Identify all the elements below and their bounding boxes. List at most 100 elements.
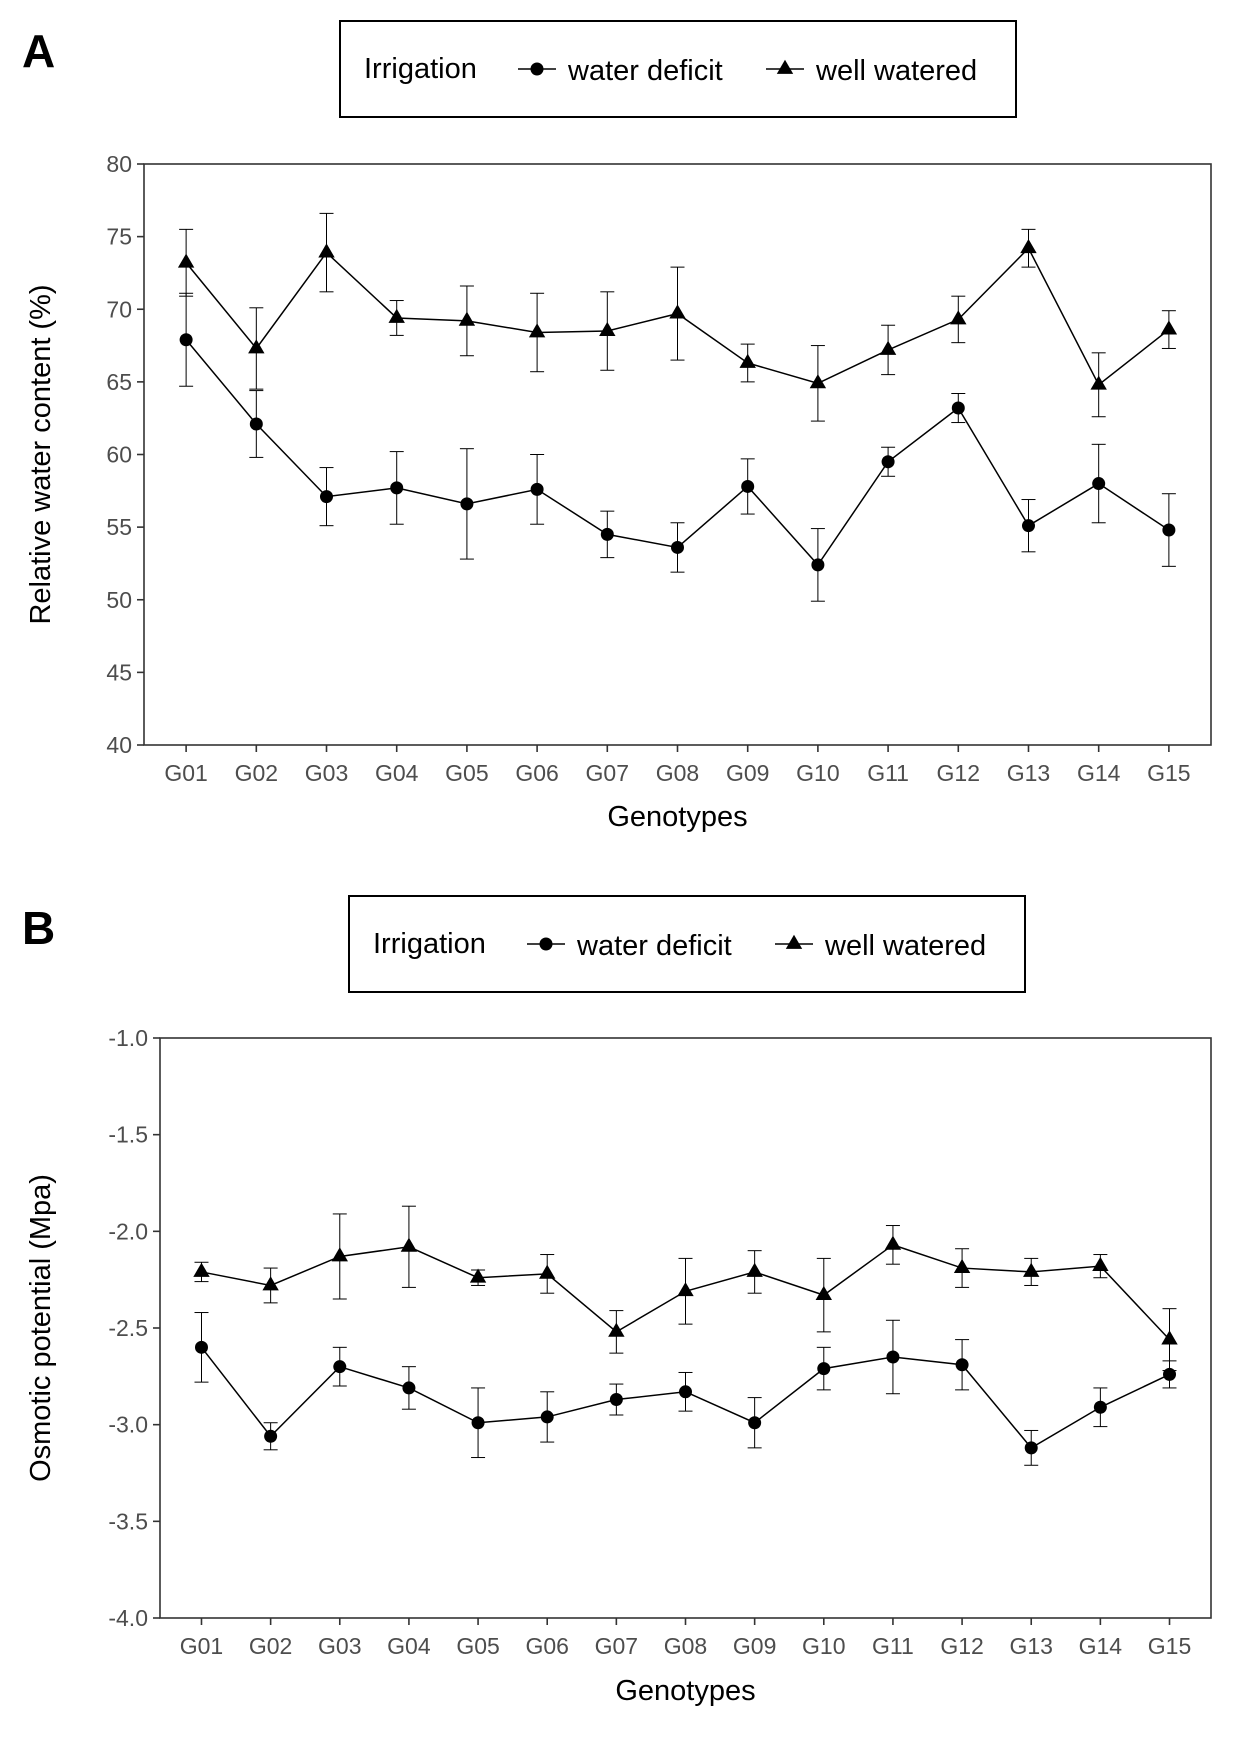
data-point [884,1235,902,1250]
x-tick-label: G05 [456,1633,499,1659]
legend-key-circle [530,62,544,76]
data-point [390,481,404,495]
panel-a: A Irrigation water deficit well watered 40 45… [22,20,1212,833]
data-point [881,455,895,469]
y-tick-label: 40 [106,732,132,758]
data-point [1090,375,1107,390]
legend-title: Irrigation [364,53,477,85]
x-axis-title: Genotypes [607,801,747,833]
x-tick-label: G11 [872,1633,914,1659]
y-tick-label: -2.0 [108,1218,148,1244]
data-point [249,417,263,431]
x-tick-label: G11 [867,760,909,786]
data-point [741,479,755,493]
data-point [748,1416,762,1430]
x-tick-label: G02 [249,1633,292,1659]
data-point [460,497,474,511]
x-tick-label: G05 [445,760,488,786]
data-point [739,353,756,368]
x-tick-label: G12 [937,760,980,786]
data-point [1161,1330,1178,1345]
data-point [388,308,405,323]
data-point [669,304,686,319]
data-point [609,1393,623,1407]
data-point [402,1381,416,1395]
x-tick-label: G01 [164,760,207,786]
data-point [886,1350,900,1364]
y-axis-title: Relative water content (%) [25,284,57,624]
x-tick-label: G15 [1148,1633,1191,1659]
y-tick-label: -3.0 [108,1412,148,1438]
x-tick-label: G12 [940,1633,983,1659]
data-point [264,1429,278,1443]
x-tick-label: G06 [515,760,558,786]
data-point [469,1268,487,1283]
data-point [1163,1367,1177,1381]
y-tick-label: 80 [106,151,132,177]
x-tick-label: G01 [180,1633,223,1659]
y-tick-label: 55 [106,514,132,540]
data-point [811,558,825,572]
data-point [528,323,546,338]
y-tick-label: 65 [106,369,132,395]
data-point [817,1362,831,1376]
data-point [1160,320,1178,335]
y-tick-label: -1.0 [108,1025,148,1051]
data-point [248,339,265,354]
legend-key-triangle [785,934,803,949]
legend-label-water-deficit: water deficit [576,930,732,962]
x-tick-label: G02 [235,760,278,786]
series-water-deficit [194,1312,1177,1466]
data-point [539,1264,556,1279]
data-point [318,243,335,258]
y-tick-label: 50 [106,587,132,613]
x-tick-label: G08 [664,1633,707,1659]
data-point [177,253,195,268]
data-point [879,340,897,355]
plot-area [159,1037,1212,1619]
legend-key-circle [539,937,553,951]
data-point [746,1262,763,1277]
data-point [540,1410,554,1424]
y-tick-label: -1.5 [108,1122,148,1148]
x-tick-label: G14 [1079,1633,1123,1659]
data-point [815,1285,832,1301]
y-tick-label: 45 [106,659,132,685]
x-axis: G01 G02 G03 G04 G05 G06 G07 G08 G09 G10 G11 G12 G13 G… [164,745,1191,786]
data-point [679,1385,692,1399]
legend-title: Irrigation [373,928,486,960]
series-water-deficit [179,292,1176,602]
data-point [458,311,476,326]
data-point [331,1247,348,1262]
legend-box [339,20,1017,118]
data-point [262,1276,279,1291]
legend: Irrigation water deficit well watered [339,20,1017,118]
data-point [179,333,193,347]
y-tick-label: 70 [106,296,132,322]
series-well-watered [177,212,1178,422]
x-tick-label: G04 [387,1633,431,1659]
series-well-watered [193,1205,1178,1372]
data-point [530,482,544,496]
data-point [671,540,684,554]
x-axis: G01 G02 G03 G04 G05 G06 G07 G08 G09 G10 G11 G12 G13 G… [180,1618,1191,1659]
data-point [193,1262,210,1277]
y-tick-label: 60 [106,442,132,468]
data-point [1092,1256,1109,1272]
x-tick-label: G03 [318,1633,361,1659]
x-tick-label: G10 [802,1633,845,1659]
data-point [1162,523,1176,537]
x-tick-label: G08 [656,760,699,786]
data-point [1093,1400,1107,1414]
legend-label-water-deficit: water deficit [567,55,723,87]
legend-label-well-watered: well watered [815,55,977,87]
data-point [1023,1262,1040,1277]
panel-b: B Irrigation water deficit well watered -4.0… [22,895,1212,1707]
y-tick-label: -4.0 [108,1605,148,1631]
x-tick-label: G07 [595,1633,638,1659]
y-tick-label: -3.5 [108,1508,148,1534]
data-point [951,401,965,415]
x-axis-title: Genotypes [615,1675,755,1707]
legend: Irrigation water deficit well watered [348,895,1026,993]
